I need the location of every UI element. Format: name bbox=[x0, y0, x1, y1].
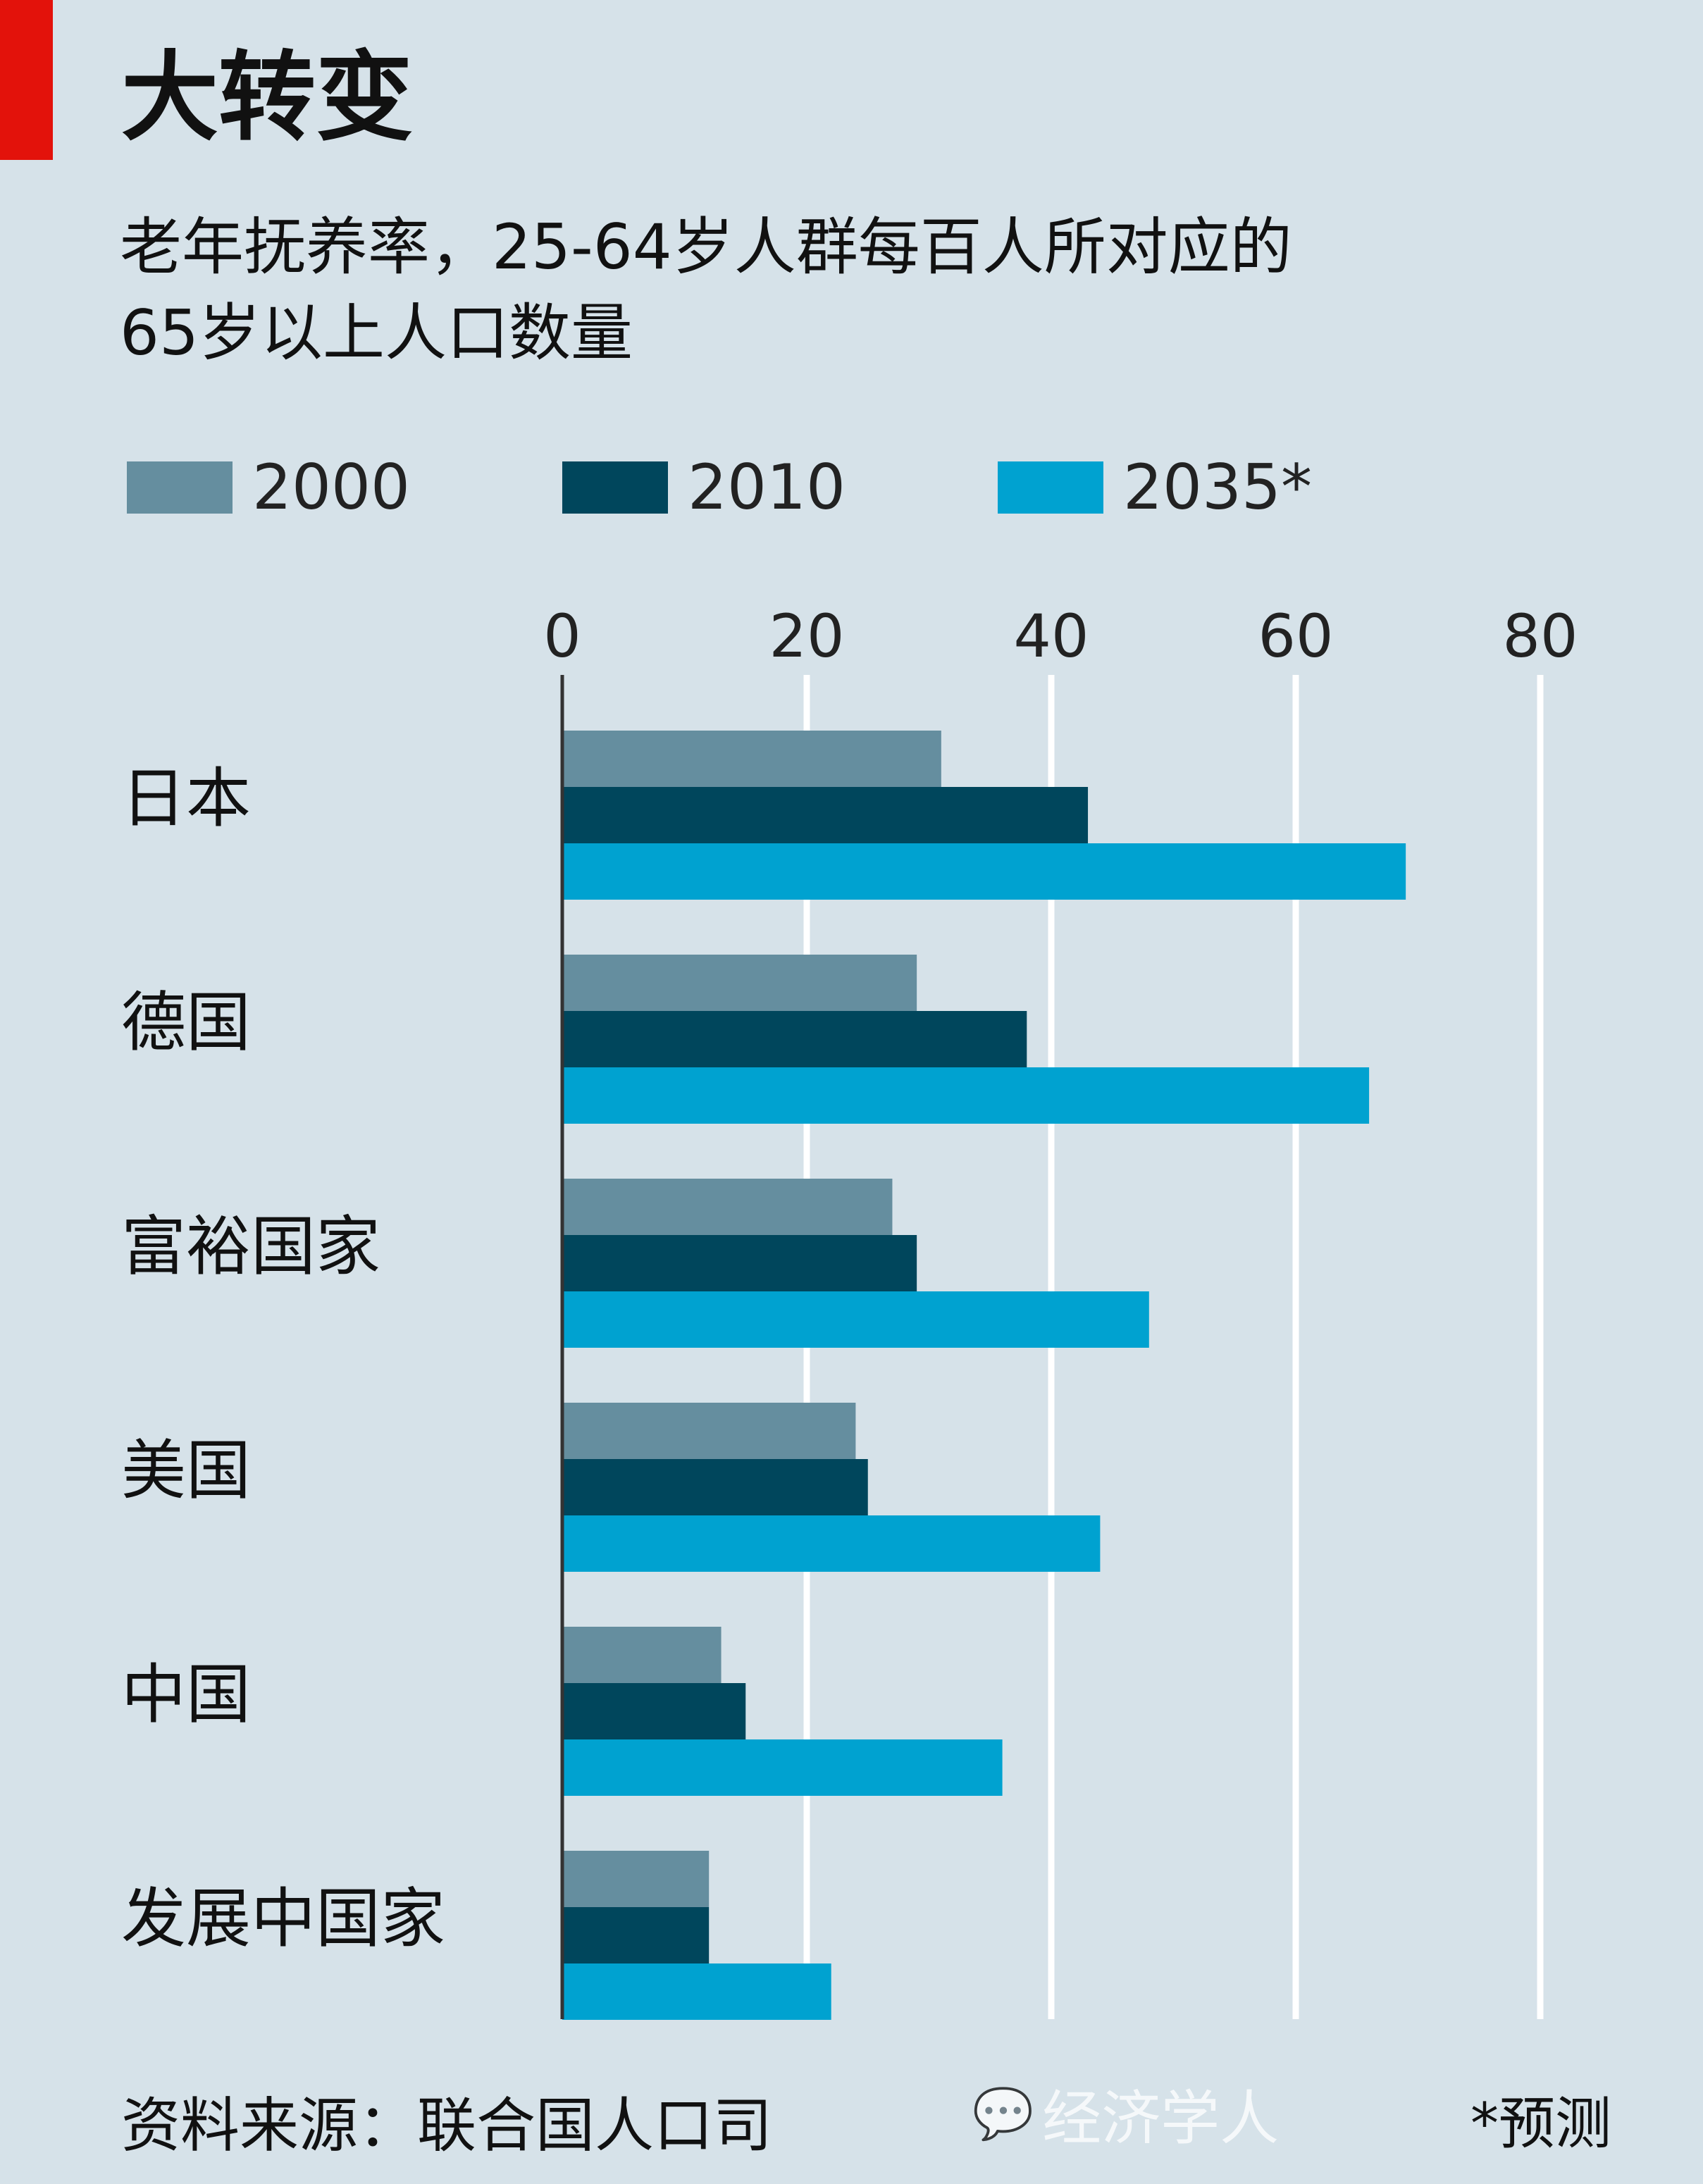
legend-label: 2000 bbox=[252, 451, 410, 523]
category-label: 德国 bbox=[121, 985, 251, 1060]
category-label: 富裕国家 bbox=[121, 1209, 380, 1284]
bar-2000-5 bbox=[562, 1851, 710, 1907]
bar-2035-1 bbox=[562, 1067, 1370, 1124]
chart-subtitle: 老年抚养率，25-64岁人群每百人所对应的 65岁以上人口数量 bbox=[120, 204, 1599, 376]
x-tick-label: 20 bbox=[769, 602, 845, 671]
legend-item-2010: 2010 bbox=[562, 451, 846, 523]
bar-2000-0 bbox=[562, 731, 941, 787]
legend-item-2000: 2000 bbox=[127, 451, 410, 523]
watermark: 💬 经济学人 bbox=[972, 2071, 1279, 2157]
bar-2035-3 bbox=[562, 1515, 1101, 1572]
chart-title: 大转变 bbox=[121, 41, 414, 154]
bar-2010-4 bbox=[562, 1683, 746, 1739]
bar-2035-2 bbox=[562, 1291, 1149, 1348]
legend-swatch-2035 bbox=[998, 461, 1103, 514]
bar-2000-1 bbox=[562, 955, 917, 1011]
x-tick-label: 60 bbox=[1258, 602, 1334, 671]
category-label: 发展中国家 bbox=[121, 1881, 445, 1956]
source-note: 资料来源：联合国人口司 bbox=[121, 2091, 773, 2160]
brand-red-tab bbox=[0, 0, 53, 160]
bar-2035-0 bbox=[562, 843, 1406, 900]
legend-label: 2010 bbox=[688, 451, 846, 523]
category-label: 美国 bbox=[121, 1433, 251, 1508]
bar-2000-3 bbox=[562, 1403, 856, 1459]
bar-2010-2 bbox=[562, 1235, 917, 1291]
legend-item-2035: 2035* bbox=[998, 451, 1312, 523]
category-label: 日本 bbox=[121, 761, 251, 836]
legend-label: 2035* bbox=[1123, 451, 1312, 523]
bar-2010-1 bbox=[562, 1011, 1027, 1067]
category-label: 中国 bbox=[121, 1657, 251, 1732]
legend-swatch-2000 bbox=[127, 461, 233, 514]
bar-2035-5 bbox=[562, 1963, 831, 2020]
wechat-icon: 💬 bbox=[972, 2085, 1034, 2142]
watermark-text: 经济学人 bbox=[1042, 2084, 1280, 2153]
subtitle-line-1: 老年抚养率，25-64岁人群每百人所对应的 bbox=[120, 211, 1292, 283]
forecast-note: *预测 bbox=[1470, 2091, 1611, 2157]
x-tick-label: 0 bbox=[543, 602, 581, 671]
bar-2000-4 bbox=[562, 1627, 722, 1683]
subtitle-line-2: 65岁以上人口数量 bbox=[120, 297, 633, 369]
x-tick-label: 40 bbox=[1014, 602, 1089, 671]
bar-2010-0 bbox=[562, 787, 1089, 843]
x-tick-label: 80 bbox=[1503, 602, 1578, 671]
bar-2010-5 bbox=[562, 1907, 710, 1963]
bar-2000-2 bbox=[562, 1179, 893, 1235]
bar-2010-3 bbox=[562, 1459, 868, 1515]
legend-swatch-2010 bbox=[562, 461, 668, 514]
bar-2035-4 bbox=[562, 1739, 1003, 1796]
